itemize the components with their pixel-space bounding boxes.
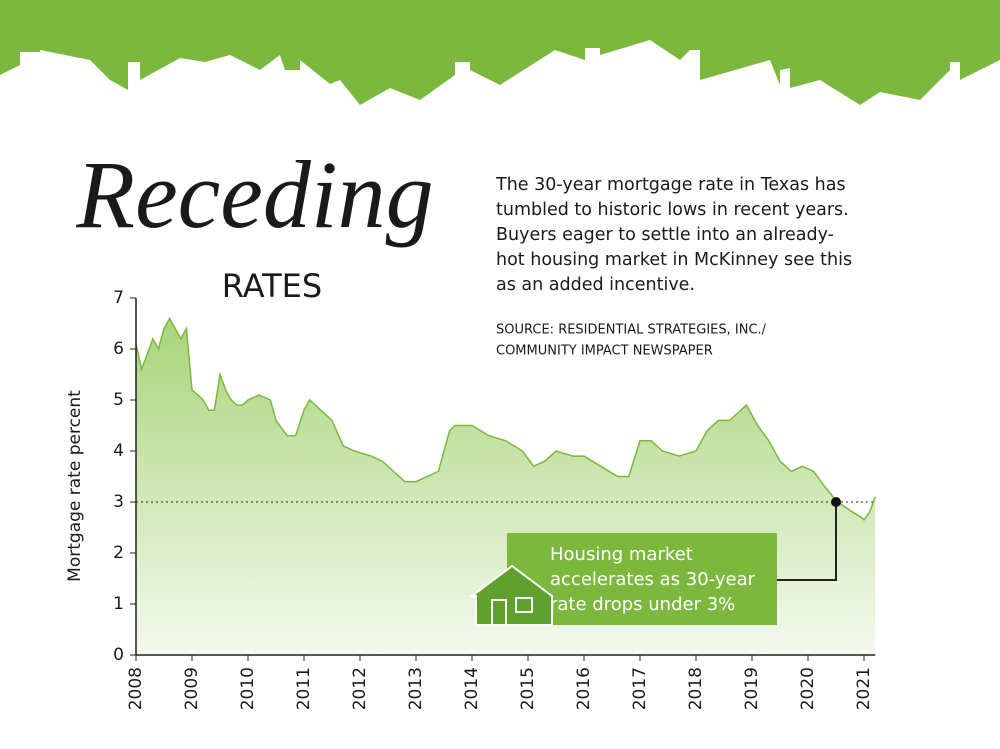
y-tick-label: 4: [113, 441, 124, 461]
x-tick-label: 2008: [126, 667, 146, 710]
y-tick-label: 5: [113, 390, 124, 410]
x-tick-label: 2013: [406, 667, 426, 710]
description-line: The 30-year mortgage rate in Texas has: [495, 175, 846, 195]
x-tick-label: 2018: [686, 667, 706, 710]
y-tick-label: 6: [113, 339, 124, 359]
annotation-line: Housing market: [550, 544, 693, 565]
description-line: Buyers eager to settle into an already-: [496, 225, 834, 245]
x-tick-label: 2016: [574, 667, 594, 710]
connector: [777, 502, 837, 581]
annotation-line: accelerates as 30-year: [550, 569, 756, 590]
title: Receding: [75, 141, 433, 248]
y-axis-label: Mortgage rate percent: [65, 390, 85, 582]
annotation-line: rate drops under 3%: [550, 594, 735, 615]
x-tick-label: 2015: [518, 667, 538, 710]
y-tick-label: 2: [113, 543, 124, 563]
description-line: as an added incentive.: [496, 275, 695, 295]
y-tick-label: 3: [113, 492, 124, 512]
x-tick-label: 2010: [238, 667, 258, 710]
x-tick-label: 2020: [798, 667, 818, 710]
x-tick-label: 2021: [854, 667, 874, 710]
roofline-banner: [0, 0, 1000, 105]
y-tick-label: 1: [113, 594, 124, 614]
rate-line: [135, 316, 876, 521]
x-tick-label: 2011: [294, 667, 314, 710]
x-tick-label: 2014: [462, 667, 482, 710]
highlight-point: [831, 497, 841, 507]
description-line: tumbled to historic lows in recent years…: [496, 200, 849, 220]
y-tick-label: 0: [113, 645, 124, 665]
source-line: SOURCE: RESIDENTIAL STRATEGIES, INC./: [496, 323, 767, 338]
source-line: COMMUNITY IMPACT NEWSPAPER: [496, 344, 713, 359]
x-tick-label: 2017: [630, 667, 650, 710]
x-tick-label: 2019: [742, 667, 762, 710]
description-line: hot housing market in McKinney see this: [496, 250, 852, 270]
x-tick-label: 2012: [350, 667, 370, 710]
y-tick-label: 7: [113, 288, 124, 308]
x-tick-label: 2009: [182, 667, 202, 710]
subtitle: RATES: [222, 267, 322, 305]
house-icon: [469, 564, 553, 626]
